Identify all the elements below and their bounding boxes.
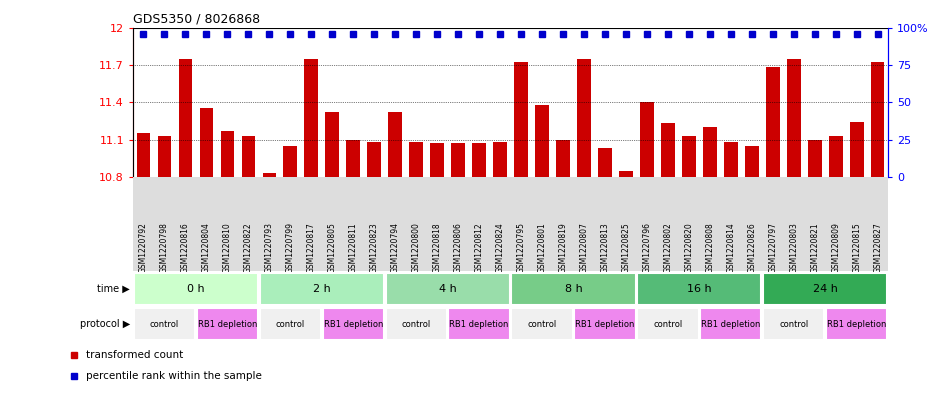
Bar — [764, 273, 887, 305]
Bar — [870, 62, 884, 177]
Bar — [619, 171, 632, 177]
Text: transformed count: transformed count — [86, 350, 183, 360]
Text: 16 h: 16 h — [687, 284, 711, 294]
Text: control: control — [275, 320, 305, 329]
Bar — [386, 273, 510, 305]
Text: control: control — [402, 320, 431, 329]
Bar — [158, 136, 171, 177]
Bar — [703, 127, 717, 177]
Bar — [575, 308, 635, 340]
Text: percentile rank within the sample: percentile rank within the sample — [86, 371, 262, 381]
Bar — [323, 308, 384, 340]
Bar — [389, 112, 402, 177]
Bar — [512, 308, 573, 340]
Bar — [556, 140, 570, 177]
Bar — [512, 273, 635, 305]
Bar — [764, 308, 824, 340]
Bar — [472, 143, 485, 177]
Text: 0 h: 0 h — [187, 284, 205, 294]
Text: RB1 depletion: RB1 depletion — [198, 320, 257, 329]
Bar — [493, 142, 507, 177]
Text: 4 h: 4 h — [439, 284, 457, 294]
Bar — [137, 133, 151, 177]
Bar — [220, 131, 234, 177]
Bar — [448, 308, 510, 340]
Bar — [850, 122, 863, 177]
Bar — [200, 108, 213, 177]
Bar — [700, 308, 762, 340]
Text: RB1 depletion: RB1 depletion — [576, 320, 634, 329]
Text: time ▶: time ▶ — [97, 284, 130, 294]
Bar — [134, 308, 195, 340]
Bar — [598, 148, 612, 177]
Bar — [826, 308, 887, 340]
Text: 24 h: 24 h — [813, 284, 838, 294]
Bar — [536, 105, 549, 177]
Bar — [451, 143, 465, 177]
Bar — [431, 143, 444, 177]
Bar — [262, 173, 276, 177]
Bar — [578, 59, 591, 177]
Bar — [640, 102, 654, 177]
Text: 8 h: 8 h — [565, 284, 582, 294]
Bar — [661, 123, 674, 177]
Bar — [197, 308, 258, 340]
Text: RB1 depletion: RB1 depletion — [701, 320, 761, 329]
Bar — [682, 136, 696, 177]
Bar — [367, 142, 381, 177]
Text: RB1 depletion: RB1 depletion — [449, 320, 509, 329]
Bar — [409, 142, 423, 177]
Bar — [637, 273, 762, 305]
Bar — [808, 140, 821, 177]
Bar — [179, 59, 193, 177]
Text: protocol ▶: protocol ▶ — [80, 319, 130, 329]
Bar — [326, 112, 339, 177]
Text: RB1 depletion: RB1 depletion — [827, 320, 886, 329]
Bar — [766, 67, 779, 177]
Bar — [134, 273, 258, 305]
Bar — [724, 142, 737, 177]
Bar — [347, 140, 360, 177]
Bar — [242, 136, 255, 177]
Text: control: control — [779, 320, 808, 329]
Bar — [284, 146, 297, 177]
Text: control: control — [527, 320, 557, 329]
Text: RB1 depletion: RB1 depletion — [324, 320, 383, 329]
Bar — [787, 59, 801, 177]
Text: control: control — [653, 320, 683, 329]
Bar — [829, 136, 843, 177]
Bar — [745, 146, 759, 177]
Text: control: control — [150, 320, 179, 329]
Text: GDS5350 / 8026868: GDS5350 / 8026868 — [133, 13, 260, 26]
Bar — [386, 308, 446, 340]
Bar — [514, 62, 528, 177]
Bar — [259, 273, 384, 305]
Text: 2 h: 2 h — [312, 284, 331, 294]
Bar — [637, 308, 698, 340]
Bar — [304, 59, 318, 177]
Bar — [259, 308, 321, 340]
